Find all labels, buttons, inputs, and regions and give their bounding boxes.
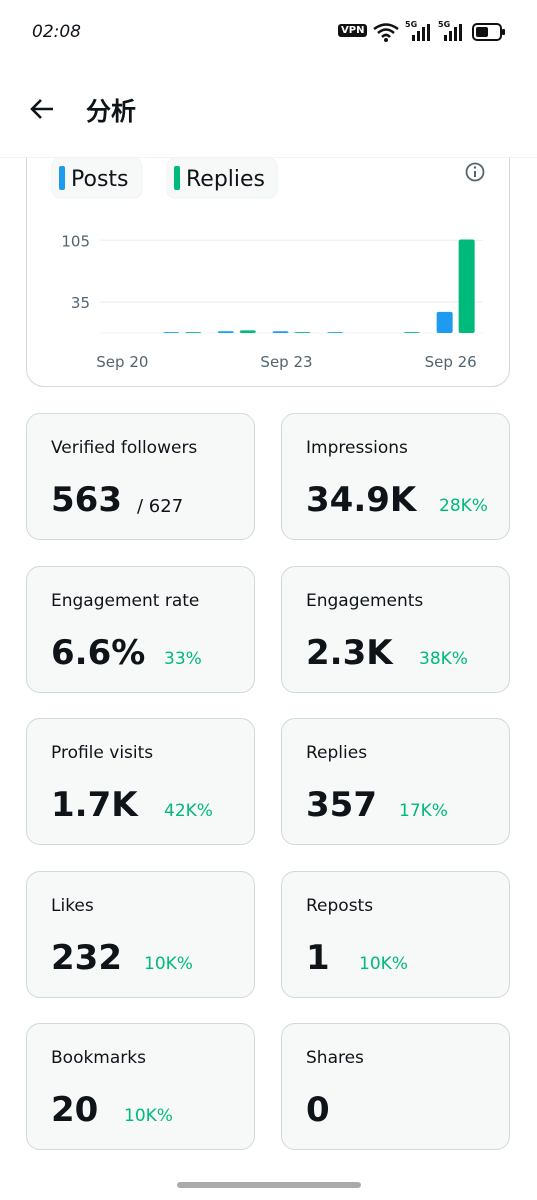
x-tick-label: Sep 20 <box>96 353 148 371</box>
status-network: 5G <box>405 20 418 29</box>
legend-swatch <box>174 166 180 190</box>
metric-card[interactable]: Bookmarks 20 10K% <box>26 1023 255 1150</box>
metric-value: 357 <box>306 785 377 825</box>
metric-change: 10K% <box>359 953 408 974</box>
metric-title: Reposts <box>306 895 374 916</box>
metric-change: 42K% <box>164 801 213 821</box>
metric-card[interactable]: Verified followers 563 / 627 <box>26 413 255 540</box>
bar <box>327 332 344 333</box>
bar <box>163 332 180 333</box>
metric-title: Engagements <box>306 590 424 611</box>
metric-value: 20 <box>51 1090 99 1130</box>
metric-change: 28K% <box>439 496 488 516</box>
metric-value: 563 <box>51 480 122 520</box>
legend-item[interactable]: Posts <box>51 157 143 199</box>
y-tick-label: 35 <box>71 294 90 312</box>
metric-change: 38K% <box>419 648 468 669</box>
metric-value: 1 <box>306 937 330 978</box>
bar <box>294 332 311 333</box>
x-tick-label: Sep 23 <box>260 353 312 371</box>
bar <box>458 239 475 333</box>
metric-value: 2.3K <box>306 632 393 673</box>
bar <box>185 332 202 333</box>
legend-button <box>51 157 143 199</box>
metric-card[interactable]: Reposts 1 10K% <box>281 870 510 998</box>
metric-card[interactable]: Profile visits 1.7K 42K% <box>26 718 255 845</box>
info-button[interactable] <box>465 162 485 182</box>
status-time: 02:08 <box>32 22 81 42</box>
metric-card[interactable]: Impressions 34.9K 28K% <box>281 413 510 540</box>
bar <box>403 332 420 333</box>
top-bar: 02:08 VPN 5G 5G 分析 <box>0 0 537 158</box>
metric-card[interactable]: Engagement rate 6.6% 33% <box>26 565 255 693</box>
status-vpn: VPN <box>338 24 368 37</box>
wifi-icon <box>373 23 399 42</box>
bar <box>436 311 453 333</box>
metric-title: Bookmarks <box>51 1048 146 1068</box>
metric-change: 17K% <box>399 801 448 821</box>
home-indicator <box>177 1182 361 1188</box>
back-button[interactable] <box>28 95 56 123</box>
legend-label: Posts <box>71 167 129 192</box>
metric-value: 0 <box>306 1090 330 1130</box>
legend-item[interactable]: Replies <box>166 157 278 199</box>
metric-card[interactable]: Replies 357 17K% <box>281 718 510 845</box>
metric-change: 10K% <box>144 953 193 974</box>
metric-card[interactable]: Engagements 2.3K 38K% <box>281 565 510 693</box>
metric-title: Replies <box>306 743 368 763</box>
metric-change: 33% <box>164 648 202 669</box>
info-icon <box>473 166 477 169</box>
metric-title: Shares <box>306 1048 364 1068</box>
y-tick-label: 105 <box>61 232 90 250</box>
page-title: 分析 <box>86 97 137 126</box>
metric-title: Engagement rate <box>51 590 200 611</box>
metric-value: 6.6% <box>51 632 146 673</box>
status-network: 5G <box>438 20 451 29</box>
metric-title: Likes <box>51 895 94 916</box>
metric-title: Verified followers <box>51 438 198 458</box>
info-icon <box>465 162 485 182</box>
metric-value: 232 <box>51 937 122 978</box>
legend-swatch <box>59 166 65 190</box>
metric-change: 10K% <box>124 1106 173 1126</box>
bar <box>239 330 256 333</box>
bar <box>272 331 289 333</box>
battery-icon <box>472 23 505 41</box>
metric-total: / 627 <box>137 496 184 517</box>
signal-icons <box>412 24 462 41</box>
x-tick-label: Sep 26 <box>425 353 477 371</box>
metric-card[interactable]: Likes 232 10K% <box>26 870 255 998</box>
metric-value: 34.9K <box>306 480 417 520</box>
legend-button <box>166 157 278 199</box>
metric-card[interactable]: Shares 0 <box>281 1023 510 1150</box>
metric-value: 1.7K <box>51 785 138 825</box>
metric-title: Impressions <box>306 438 408 458</box>
chart: Posts Replies 35 105 Sep 20 Sep 23 Sep 26 <box>51 157 485 371</box>
legend-label: Replies <box>186 167 265 192</box>
bar <box>217 331 234 333</box>
metric-title: Profile visits <box>51 743 154 763</box>
